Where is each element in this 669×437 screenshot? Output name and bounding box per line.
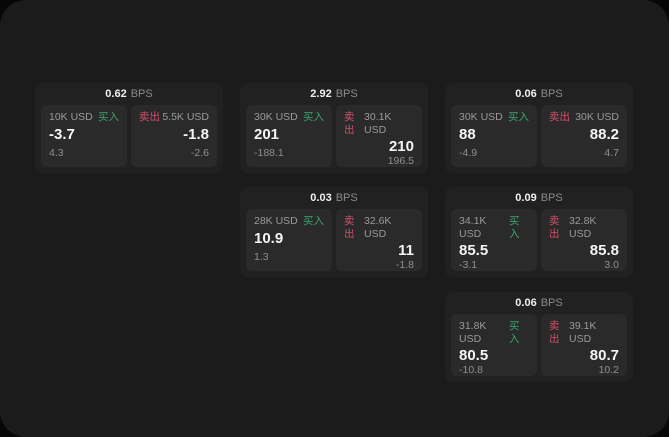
quote-card: 0.06 BPS 30K USD 买入 88 -4.9 卖出 30K USD 8… xyxy=(445,83,633,173)
sell-price: 11 xyxy=(398,242,414,260)
bps-header: 0.06 BPS xyxy=(445,292,633,314)
bps-value: 0.06 xyxy=(515,87,537,100)
buy-tag: 买入 xyxy=(98,111,119,123)
sell-price: -1.8 xyxy=(183,125,209,143)
sell-panel[interactable]: 卖出 30.1K USD 210 196.5 xyxy=(336,105,422,167)
buy-tag: 买入 xyxy=(508,111,529,123)
sell-panel[interactable]: 卖出 30K USD 88.2 4.7 xyxy=(541,105,627,167)
bps-unit-label: BPS xyxy=(335,191,358,204)
bps-value: 0.62 xyxy=(105,87,127,100)
sell-change: -2.6 xyxy=(190,147,209,160)
sell-price: 85.8 xyxy=(589,242,619,260)
bps-header: 2.92 BPS xyxy=(240,83,428,105)
sell-change: 10.2 xyxy=(598,363,619,376)
bps-unit-label: BPS xyxy=(130,87,153,100)
sell-tag: 卖出 xyxy=(139,111,160,123)
sell-price: 88.2 xyxy=(589,125,619,143)
buy-panel[interactable]: 30K USD 买入 201 -188.1 xyxy=(246,105,332,167)
buy-tag: 买入 xyxy=(509,320,520,345)
sell-change: 196.5 xyxy=(387,154,414,167)
buy-panel[interactable]: 28K USD 买入 10.9 1.3 xyxy=(246,209,332,271)
buy-size: 28K USD xyxy=(254,215,298,227)
buy-tag: 买入 xyxy=(509,215,520,240)
buy-price: 88 xyxy=(459,125,476,143)
bps-value: 0.09 xyxy=(515,191,537,204)
buy-panel[interactable]: 34.1K USD 买入 85.5 -3.1 xyxy=(451,209,537,271)
sell-tag: 卖出 xyxy=(344,215,355,240)
buy-change: -10.8 xyxy=(459,363,483,376)
bps-header: 0.62 BPS xyxy=(35,83,223,105)
buy-size: 34.1K USD xyxy=(459,215,487,240)
buy-panel[interactable]: 31.8K USD 买入 80.5 -10.8 xyxy=(451,314,537,376)
buy-price: 10.9 xyxy=(254,229,284,247)
buy-change: -188.1 xyxy=(254,147,284,160)
buy-panel[interactable]: 10K USD 买入 -3.7 4.3 xyxy=(41,105,127,167)
buy-price: 80.5 xyxy=(459,347,489,365)
sell-size: 30.1K USD xyxy=(363,111,392,136)
sell-price: 80.7 xyxy=(589,347,619,365)
buy-price: 201 xyxy=(254,125,280,143)
bps-value: 2.92 xyxy=(310,87,332,100)
sell-size: 32.6K USD xyxy=(363,215,392,240)
sell-panel[interactable]: 卖出 32.6K USD 11 -1.8 xyxy=(336,209,422,271)
buy-size: 30K USD xyxy=(254,111,298,123)
bps-unit-label: BPS xyxy=(335,87,358,100)
sell-size: 5.5K USD xyxy=(162,111,209,123)
sell-size: 30K USD xyxy=(575,111,619,123)
buy-change: -3.1 xyxy=(459,258,478,271)
quote-card: 0.09 BPS 34.1K USD 买入 85.5 -3.1 卖出 32.8K… xyxy=(445,187,633,277)
sell-change: -1.8 xyxy=(395,258,414,271)
buy-size: 31.8K USD xyxy=(459,320,487,345)
bps-unit-label: BPS xyxy=(540,296,563,309)
buy-change: -4.9 xyxy=(459,147,478,160)
sell-size: 39.1K USD xyxy=(568,320,597,345)
buy-size: 10K USD xyxy=(49,111,93,123)
buy-change: 1.3 xyxy=(254,251,269,264)
sell-price: 210 xyxy=(388,138,414,156)
buy-panel[interactable]: 30K USD 买入 88 -4.9 xyxy=(451,105,537,167)
sell-tag: 卖出 xyxy=(344,111,355,136)
bps-header: 0.09 BPS xyxy=(445,187,633,209)
sell-size: 32.8K USD xyxy=(568,215,597,240)
quote-card: 0.62 BPS 10K USD 买入 -3.7 4.3 卖出 5.5K USD… xyxy=(35,83,223,173)
sell-change: 3.0 xyxy=(604,258,619,271)
bps-unit-label: BPS xyxy=(540,87,563,100)
bps-header: 0.03 BPS xyxy=(240,187,428,209)
quote-card: 2.92 BPS 30K USD 买入 201 -188.1 卖出 30.1K … xyxy=(240,83,428,173)
bps-header: 0.06 BPS xyxy=(445,83,633,105)
sell-change: 4.7 xyxy=(604,147,619,160)
buy-price: -3.7 xyxy=(49,125,75,143)
bps-value: 0.03 xyxy=(310,191,332,204)
sell-panel[interactable]: 卖出 32.8K USD 85.8 3.0 xyxy=(541,209,627,271)
quote-card: 0.03 BPS 28K USD 买入 10.9 1.3 卖出 32.6K US… xyxy=(240,187,428,277)
quote-card: 0.06 BPS 31.8K USD 买入 80.5 -10.8 卖出 39.1… xyxy=(445,292,633,382)
buy-change: 4.3 xyxy=(49,147,64,160)
sell-tag: 卖出 xyxy=(549,320,560,345)
sell-tag: 卖出 xyxy=(549,215,560,240)
bps-value: 0.06 xyxy=(515,296,537,309)
sell-tag: 卖出 xyxy=(549,111,570,123)
buy-price: 85.5 xyxy=(459,242,489,260)
buy-size: 30K USD xyxy=(459,111,503,123)
sell-panel[interactable]: 卖出 39.1K USD 80.7 10.2 xyxy=(541,314,627,376)
buy-tag: 买入 xyxy=(303,215,324,227)
bps-unit-label: BPS xyxy=(540,191,563,204)
sell-panel[interactable]: 卖出 5.5K USD -1.8 -2.6 xyxy=(131,105,217,167)
buy-tag: 买入 xyxy=(303,111,324,123)
